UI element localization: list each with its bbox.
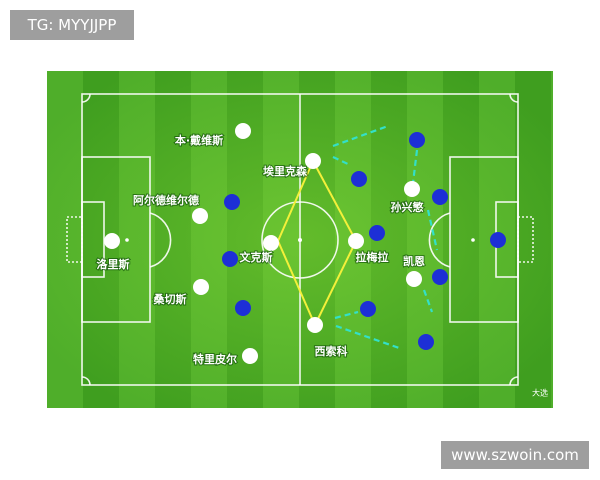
player-label: 洛里斯 [97, 257, 130, 271]
passing-diamond [276, 158, 358, 328]
logo-text: 大选 [532, 388, 548, 398]
player-label: 孙兴慜 [391, 200, 425, 214]
watermark: TG: MYYJJPP [10, 10, 134, 40]
player-label: 文克斯 [240, 250, 273, 264]
player-label: 西索科 [315, 344, 348, 358]
player-label: 桑切斯 [153, 292, 187, 306]
opponents [222, 132, 506, 350]
player-label: 拉梅拉 [356, 250, 389, 264]
pressing-lines [332, 124, 439, 351]
team-players: 本·戴维斯 埃里克森 阿尔德维尔德 洛里斯 文克斯 拉梅拉 孙兴慜 桑切斯 西索… [96, 123, 426, 367]
pitch [47, 71, 553, 408]
player-label: 本·戴维斯 [175, 133, 223, 147]
player-label: 阿尔德维尔德 [133, 193, 199, 207]
footer-url: www.szwoin.com [441, 441, 589, 469]
pitch-lines [66, 93, 534, 386]
player-label: 埃里克森 [263, 164, 308, 178]
player-label: 凯恩 [403, 254, 425, 268]
pitch-glow [47, 71, 553, 408]
player-label: 特里皮尔 [193, 352, 237, 366]
